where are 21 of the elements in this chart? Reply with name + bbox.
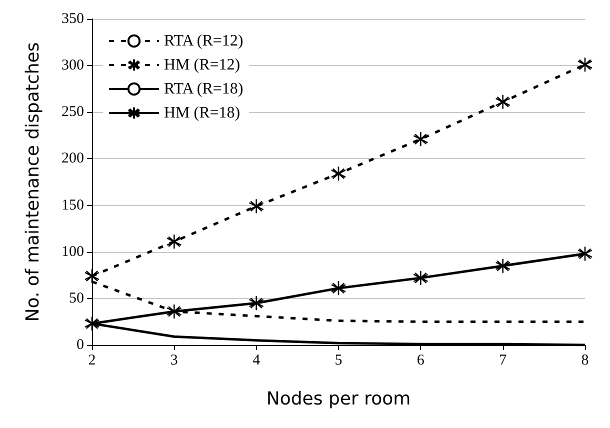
x-tick-label: 4	[252, 352, 261, 368]
y-tick-label: 0	[76, 337, 84, 353]
x-tick-label: 2	[88, 352, 96, 368]
x-tick-label: 7	[499, 352, 508, 368]
legend-label: RTA (R=18)	[164, 80, 244, 98]
x-axis-title: Nodes per room	[266, 388, 411, 410]
y-tick-label: 200	[62, 150, 84, 167]
legend-label: HM (R=18)	[164, 104, 240, 122]
y-tick-label: 300	[62, 58, 84, 74]
x-tick-label: 8	[581, 352, 589, 368]
y-tick-label: 100	[62, 244, 84, 260]
legend-label: RTA (R=12)	[164, 32, 244, 50]
x-tick-label: 3	[170, 352, 178, 368]
x-tick-label: 5	[334, 352, 342, 368]
y-axis-title: No. of maintenance dispatches	[22, 42, 44, 322]
y-tick-label: 50	[69, 290, 84, 306]
legend-label: HM (R=12)	[164, 56, 240, 74]
x-tick-label: 6	[416, 352, 425, 368]
y-tick-label: 350	[62, 11, 84, 27]
y-tick-label: 250	[62, 104, 84, 120]
y-tick-label: 150	[62, 197, 84, 214]
